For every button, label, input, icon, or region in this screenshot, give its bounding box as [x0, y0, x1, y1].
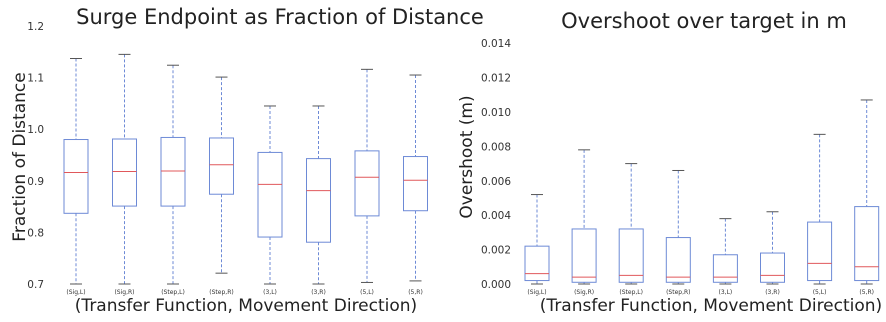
y-tick-label: 1.2 — [27, 21, 44, 33]
y-tick-label: 1.1 — [27, 73, 44, 85]
box — [760, 252, 785, 283]
box — [112, 138, 137, 207]
box — [209, 137, 234, 195]
x-tick-label: (Sig,R) — [114, 289, 134, 296]
box — [306, 158, 331, 243]
y-tick-label: 1.0 — [27, 124, 44, 136]
box-plot-1 — [112, 53, 137, 285]
x-tick-label: (3,L) — [719, 289, 733, 296]
box — [571, 228, 597, 283]
box-plot-1 — [571, 149, 597, 285]
box-plot-4 — [257, 105, 283, 285]
x-tick-label: (Step,L) — [161, 289, 185, 296]
box-plot-2 — [618, 163, 644, 285]
y-tick-label: 0.006 — [481, 176, 511, 188]
box — [524, 245, 550, 282]
chart-title: Overshoot over target in m — [561, 9, 847, 33]
box-plot-6 — [807, 133, 833, 285]
y-axis-label: Overshoot (m) — [457, 95, 477, 218]
x-tick-label: (3,L) — [263, 289, 277, 296]
x-tick-label: (3,R) — [311, 289, 326, 296]
y-tick-label: 0.002 — [481, 245, 511, 257]
box — [257, 151, 283, 238]
y-axis-label: Fraction of Distance — [10, 72, 30, 241]
box-plot-2 — [160, 64, 186, 285]
y-tick-label: 0.8 — [27, 227, 44, 239]
overshoot-chart: Overshoot over target in m (Transfer Fun… — [457, 9, 882, 316]
y-tick-label: 0.012 — [481, 73, 511, 85]
x-tick-label: (5,L) — [360, 289, 374, 296]
surge-endpoint-chart: Surge Endpoint as Fraction of Distance (… — [10, 5, 484, 316]
x-axis-label: (Transfer Function, Movement Direction) — [540, 296, 882, 316]
box-plot-5 — [760, 211, 785, 285]
box-plot-3 — [209, 76, 234, 274]
box — [63, 139, 89, 214]
x-tick-label: (Step,R) — [209, 289, 233, 296]
x-tick-label: (5,R) — [408, 289, 423, 296]
box-plot-7 — [403, 74, 428, 282]
y-tick-label: 0.010 — [481, 107, 511, 119]
box — [712, 254, 738, 283]
box-plot-4 — [712, 218, 738, 285]
box-plot-3 — [665, 169, 691, 285]
x-tick-label: (5,L) — [813, 289, 827, 296]
chart-title: Surge Endpoint as Fraction of Distance — [76, 5, 484, 29]
box — [665, 237, 691, 283]
x-axis-label: (Transfer Function, Movement Direction) — [75, 296, 417, 316]
box-plot-0 — [524, 194, 550, 285]
x-tick-label: (Sig,R) — [574, 289, 594, 296]
box — [403, 156, 428, 212]
y-tick-label: 0.7 — [27, 279, 44, 291]
x-tick-label: (3,R) — [765, 289, 780, 296]
x-tick-label: (5,R) — [859, 289, 874, 296]
y-tick-label: 0.9 — [27, 176, 44, 188]
x-tick-label: (Sig,L) — [527, 289, 546, 296]
box-plot-5 — [306, 105, 331, 285]
box — [807, 221, 833, 282]
y-tick-label: 0.008 — [481, 141, 511, 153]
box — [160, 136, 186, 207]
box-plot-0 — [63, 58, 89, 285]
box-plot-7 — [854, 99, 880, 285]
y-tick-label: 0.004 — [481, 210, 511, 222]
box-plot-6 — [354, 68, 380, 283]
x-tick-label: (Step,R) — [666, 289, 690, 296]
x-tick-label: (Sig,L) — [66, 289, 85, 296]
x-tick-label: (Step,L) — [619, 289, 643, 296]
box — [618, 228, 644, 283]
box — [354, 150, 380, 217]
box — [854, 206, 880, 282]
y-tick-label: 0.000 — [481, 279, 511, 291]
y-tick-label: 0.014 — [481, 38, 511, 50]
